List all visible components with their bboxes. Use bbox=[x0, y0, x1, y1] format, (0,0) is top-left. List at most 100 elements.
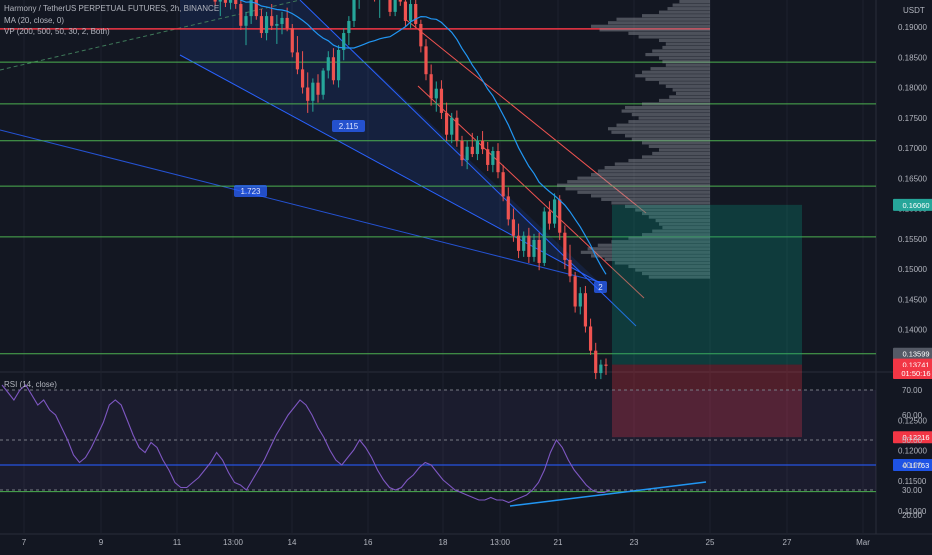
ma-legend[interactable]: MA (20, close, 0) bbox=[4, 16, 65, 25]
volume-profile-row bbox=[565, 187, 710, 191]
candle-body bbox=[398, 0, 402, 2]
price-badge-label: 0.16060 bbox=[902, 201, 929, 210]
volume-profile-row bbox=[669, 95, 710, 99]
price-badge bbox=[893, 431, 932, 444]
volume-profile-row bbox=[672, 3, 710, 7]
rsi-tick-label: 20.00 bbox=[902, 511, 923, 520]
candle-body bbox=[336, 49, 341, 81]
volume-profile-row bbox=[665, 84, 710, 88]
volume-profile-row bbox=[662, 45, 710, 50]
volume-profile-row bbox=[625, 105, 710, 110]
volume-profile-row bbox=[659, 38, 710, 43]
rsi-trendline bbox=[509, 481, 707, 507]
price-tick-label: 0.19000 bbox=[898, 23, 927, 32]
candle-body bbox=[259, 16, 264, 34]
volume-profile-row bbox=[628, 120, 710, 124]
price-tick-label: 0.17500 bbox=[898, 114, 927, 123]
candle-body bbox=[537, 239, 541, 263]
candle-body bbox=[486, 149, 490, 165]
volume-profile-row bbox=[638, 116, 710, 120]
price-tick-label: 0.11500 bbox=[898, 477, 927, 486]
price-tick-label: 0.14000 bbox=[898, 326, 927, 335]
volume-profile-row bbox=[659, 10, 710, 14]
candle-body bbox=[403, 1, 408, 21]
volume-profile-row bbox=[628, 236, 710, 240]
volume-profile-row bbox=[611, 201, 710, 205]
volume-profile-row bbox=[665, 42, 710, 46]
volume-profile-row bbox=[597, 169, 710, 173]
price-badge-label: 0.12216 bbox=[902, 433, 929, 442]
candle-body bbox=[532, 239, 536, 257]
vp-legend[interactable]: VP (200, 500, 50, 30, 2, Both) bbox=[4, 27, 110, 36]
candle-body bbox=[213, 0, 217, 2]
candle-body bbox=[480, 140, 485, 150]
volume-profile-row bbox=[635, 268, 710, 272]
volume-profile-row bbox=[642, 14, 710, 18]
volume-profile-row bbox=[557, 183, 710, 187]
rsi-tick-label: 70.00 bbox=[902, 386, 923, 395]
volume-profile-row bbox=[614, 162, 710, 166]
volume-profile-row bbox=[625, 204, 710, 209]
volume-profile-row bbox=[665, 63, 710, 67]
volume-profile-row bbox=[659, 98, 710, 103]
volume-profile-row bbox=[604, 257, 710, 261]
candle-body bbox=[239, 4, 243, 26]
volume-profile-row bbox=[580, 250, 710, 254]
volume-profile-row bbox=[645, 77, 710, 81]
volume-profile-row bbox=[614, 261, 710, 265]
candle-body bbox=[516, 235, 521, 251]
volume-profile-row bbox=[679, 0, 710, 4]
volume-profile-row bbox=[662, 60, 710, 64]
price-tick-label: 0.18000 bbox=[898, 84, 927, 93]
price-tick-label: 0.14500 bbox=[898, 295, 927, 304]
candle-body bbox=[290, 28, 294, 53]
volume-profile-row bbox=[659, 56, 710, 60]
symbol-legend[interactable]: Harmony / TetherUS PERPETUAL FUTURES, 2h… bbox=[4, 4, 220, 13]
price-badge-label: 0.13741 bbox=[902, 361, 929, 370]
volume-profile-row bbox=[635, 208, 710, 212]
volume-profile-row bbox=[652, 229, 710, 233]
trend-line-long bbox=[0, 129, 601, 283]
candle-body bbox=[583, 293, 588, 327]
trend-label: 2 bbox=[598, 283, 603, 292]
price-tick-label: 0.17000 bbox=[898, 144, 927, 153]
price-badge bbox=[893, 198, 932, 211]
trend-label: 1.723 bbox=[240, 187, 261, 196]
candle-body bbox=[465, 146, 469, 161]
price-badge bbox=[893, 459, 932, 472]
volume-profile-row bbox=[650, 67, 710, 71]
volume-profile-row bbox=[652, 151, 710, 156]
price-badge bbox=[893, 367, 932, 380]
candle-body bbox=[285, 17, 289, 29]
volume-profile-row bbox=[652, 49, 710, 53]
ma-line bbox=[239, 0, 607, 275]
volume-profile-row bbox=[642, 233, 710, 237]
price-tick-label: 0.18500 bbox=[898, 53, 927, 62]
price-badge-label: 0.13599 bbox=[902, 350, 929, 359]
candle-body bbox=[254, 0, 258, 17]
candle-body bbox=[547, 211, 552, 224]
candle-body bbox=[527, 235, 531, 257]
time-tick-label: 16 bbox=[364, 538, 373, 547]
candle-body bbox=[393, 0, 397, 12]
trend-label: 2.115 bbox=[339, 122, 359, 131]
candle-body bbox=[295, 52, 300, 70]
trend-line-dashed bbox=[0, 0, 301, 71]
volume-profile-row bbox=[567, 180, 710, 184]
volume-profile-row bbox=[672, 88, 710, 92]
volume-profile-row bbox=[648, 144, 710, 148]
candle-body bbox=[280, 17, 284, 24]
price-tick-label: 0.12500 bbox=[898, 416, 927, 425]
volume-profile-row bbox=[608, 127, 710, 131]
trend-label-box bbox=[234, 185, 267, 197]
volume-profile-row bbox=[635, 74, 710, 78]
candle-body bbox=[455, 117, 459, 141]
volume-profile-row bbox=[611, 240, 710, 244]
rsi-legend[interactable]: RSI (14, close) bbox=[4, 380, 57, 389]
candle-body bbox=[439, 88, 444, 113]
volume-profile-row bbox=[631, 137, 710, 141]
candle-body bbox=[275, 23, 279, 26]
candle-body bbox=[522, 235, 526, 251]
